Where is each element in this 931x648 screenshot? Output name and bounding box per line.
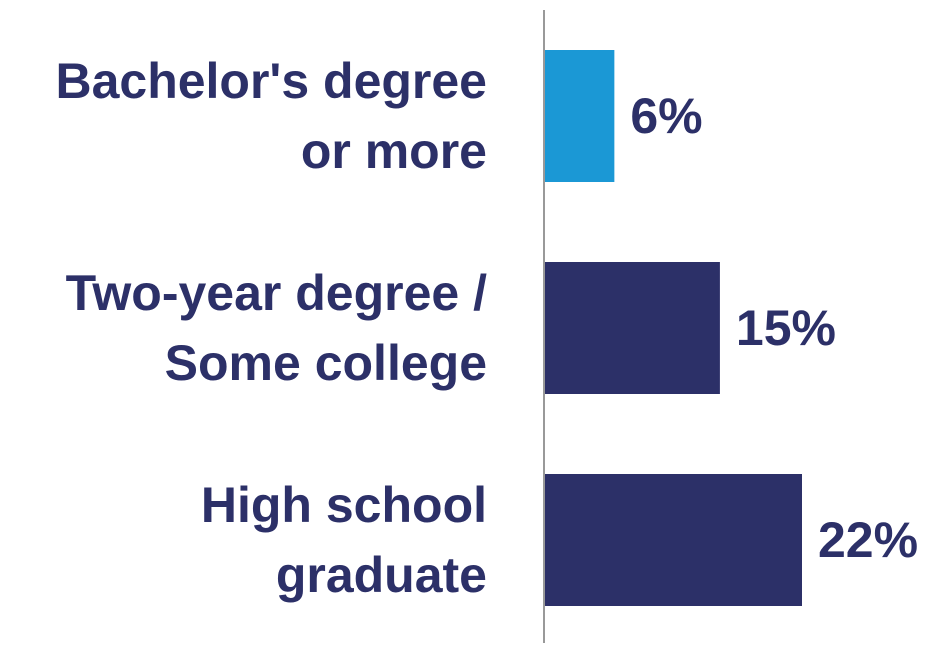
- category-label-0-line-1: or more: [301, 123, 487, 179]
- bars: [545, 50, 802, 606]
- category-label-0-line-0: Bachelor's degree: [55, 53, 487, 109]
- category-label-1-line-0: Two-year degree /: [66, 265, 488, 321]
- category-label-2-line-1: graduate: [276, 547, 487, 603]
- bar-1: [545, 262, 720, 394]
- category-label-2-line-0: High school: [201, 477, 487, 533]
- bar-0: [545, 50, 615, 182]
- value-label-1: 15%: [736, 300, 836, 356]
- value-label-0: 6%: [630, 88, 702, 144]
- value-label-2: 22%: [818, 512, 918, 568]
- bar-2: [545, 474, 802, 606]
- category-label-1-line-1: Some college: [165, 335, 487, 391]
- category-labels: Bachelor's degree or more Two-year degree …: [55, 53, 487, 603]
- value-labels: 6% 15% 22%: [630, 88, 918, 568]
